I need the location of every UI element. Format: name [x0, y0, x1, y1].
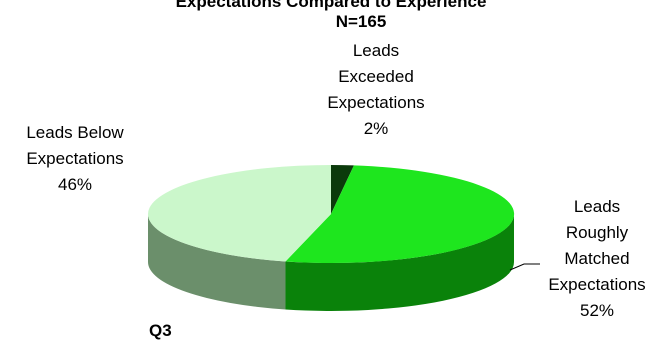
slice-top-below: [148, 165, 331, 262]
slice-top-exceeded: [331, 165, 354, 214]
chart-subtitle: N=165: [335, 12, 387, 31]
slice-label-below-line-1: Leads Below: [26, 123, 124, 142]
slice-label-below: Leads Below Expectations 46%: [2, 120, 148, 198]
leader-line: [509, 263, 540, 271]
slice-label-exceeded-line-2: Exceeded: [338, 67, 414, 86]
slice-label-exceeded-line-3: Expectations: [327, 93, 425, 112]
slice-label-matched: Leads Roughly Matched Expectations 52%: [527, 194, 662, 324]
slice-label-matched-line-1: Leads: [573, 197, 621, 216]
slice-label-matched-line-4: Expectations: [548, 275, 646, 294]
slice-label-matched-line-2: Roughly: [565, 223, 629, 242]
slice-label-exceeded: Leads Exceeded Expectations 2%: [306, 38, 446, 142]
slice-label-exceeded-line-1: Leads: [352, 41, 400, 60]
chart-title: Expectations Compared to Experience: [175, 0, 487, 11]
slice-top-matched: [285, 165, 515, 264]
chart-footnote: Q3: [149, 321, 172, 340]
slice-label-matched-line-3: Matched: [564, 249, 630, 268]
slice-label-below-percent: 46%: [57, 175, 93, 194]
slice-side-matched: [285, 214, 514, 311]
slice-label-exceeded-percent: 2%: [363, 119, 389, 138]
slice-label-below-line-2: Expectations: [26, 149, 124, 168]
slice-label-matched-percent: 52%: [579, 301, 615, 320]
slice-side-below: [148, 214, 286, 310]
